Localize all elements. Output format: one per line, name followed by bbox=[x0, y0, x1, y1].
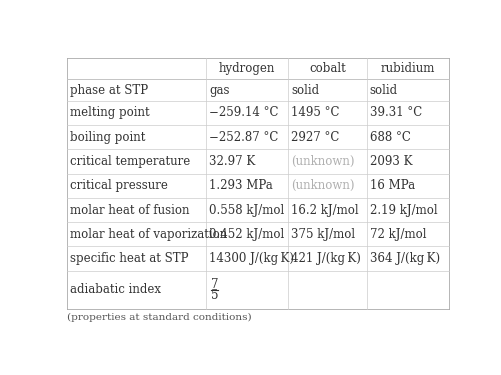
Text: rubidium: rubidium bbox=[381, 62, 435, 75]
Text: 0.452 kJ/mol: 0.452 kJ/mol bbox=[209, 228, 285, 241]
Text: 421 J/(kg K): 421 J/(kg K) bbox=[292, 252, 361, 265]
Text: specific heat at STP: specific heat at STP bbox=[70, 252, 188, 265]
Text: molar heat of vaporization: molar heat of vaporization bbox=[70, 228, 227, 241]
Text: boiling point: boiling point bbox=[70, 131, 145, 144]
Text: 72 kJ/mol: 72 kJ/mol bbox=[370, 228, 426, 241]
Text: 16 MPa: 16 MPa bbox=[370, 179, 415, 192]
Text: 1495 °C: 1495 °C bbox=[292, 106, 340, 120]
Text: adiabatic index: adiabatic index bbox=[70, 284, 161, 296]
Text: gas: gas bbox=[209, 84, 230, 97]
Text: critical temperature: critical temperature bbox=[70, 155, 190, 168]
Text: −252.87 °C: −252.87 °C bbox=[209, 131, 279, 144]
Text: 375 kJ/mol: 375 kJ/mol bbox=[292, 228, 356, 241]
Text: molar heat of fusion: molar heat of fusion bbox=[70, 204, 189, 216]
Text: cobalt: cobalt bbox=[309, 62, 346, 75]
Text: 7: 7 bbox=[211, 278, 218, 291]
Text: 39.31 °C: 39.31 °C bbox=[370, 106, 422, 120]
Text: 364 J/(kg K): 364 J/(kg K) bbox=[370, 252, 440, 265]
Text: 1.293 MPa: 1.293 MPa bbox=[209, 179, 273, 192]
Text: critical pressure: critical pressure bbox=[70, 179, 167, 192]
Text: solid: solid bbox=[292, 84, 320, 97]
Text: 32.97 K: 32.97 K bbox=[209, 155, 256, 168]
Text: 688 °C: 688 °C bbox=[370, 131, 411, 144]
Text: melting point: melting point bbox=[70, 106, 149, 120]
Text: (unknown): (unknown) bbox=[292, 155, 355, 168]
Text: hydrogen: hydrogen bbox=[219, 62, 276, 75]
Text: 5: 5 bbox=[211, 289, 218, 302]
Text: 2927 °C: 2927 °C bbox=[292, 131, 340, 144]
Text: 2.19 kJ/mol: 2.19 kJ/mol bbox=[370, 204, 437, 216]
Text: 2093 K: 2093 K bbox=[370, 155, 412, 168]
Text: solid: solid bbox=[370, 84, 398, 97]
Text: phase at STP: phase at STP bbox=[70, 84, 148, 97]
Text: 0.558 kJ/mol: 0.558 kJ/mol bbox=[209, 204, 285, 216]
Text: (properties at standard conditions): (properties at standard conditions) bbox=[67, 313, 251, 322]
Text: 14300 J/(kg K): 14300 J/(kg K) bbox=[209, 252, 294, 265]
Text: (unknown): (unknown) bbox=[292, 179, 355, 192]
Text: −259.14 °C: −259.14 °C bbox=[209, 106, 279, 120]
Text: 16.2 kJ/mol: 16.2 kJ/mol bbox=[292, 204, 359, 216]
